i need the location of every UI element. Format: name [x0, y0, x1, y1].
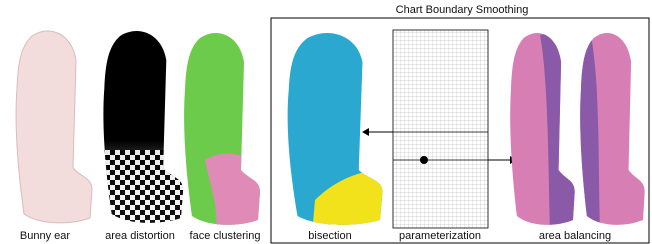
- panel-label: area distortion: [105, 230, 175, 242]
- panel-label: parameterization: [399, 230, 481, 242]
- panel-label: area balancing: [539, 230, 611, 242]
- param-grid: [393, 30, 488, 228]
- panel-label: face clustering: [190, 230, 261, 242]
- arrow-head: [362, 128, 369, 136]
- balance-shape: [500, 25, 580, 235]
- group-title: Chart Boundary Smoothing: [396, 4, 529, 16]
- balance-shape: [570, 25, 650, 235]
- singularity: [420, 156, 428, 164]
- ear-shape: [16, 31, 92, 223]
- panel-label: Bunny ear: [20, 230, 70, 242]
- bisection-shape: [278, 25, 390, 235]
- figure: Chart Boundary Smoothing Bunny ear area …: [0, 0, 652, 244]
- distortion-shape: [95, 25, 190, 235]
- panel-label: bisection: [308, 230, 351, 242]
- cluster-shape: [175, 25, 270, 235]
